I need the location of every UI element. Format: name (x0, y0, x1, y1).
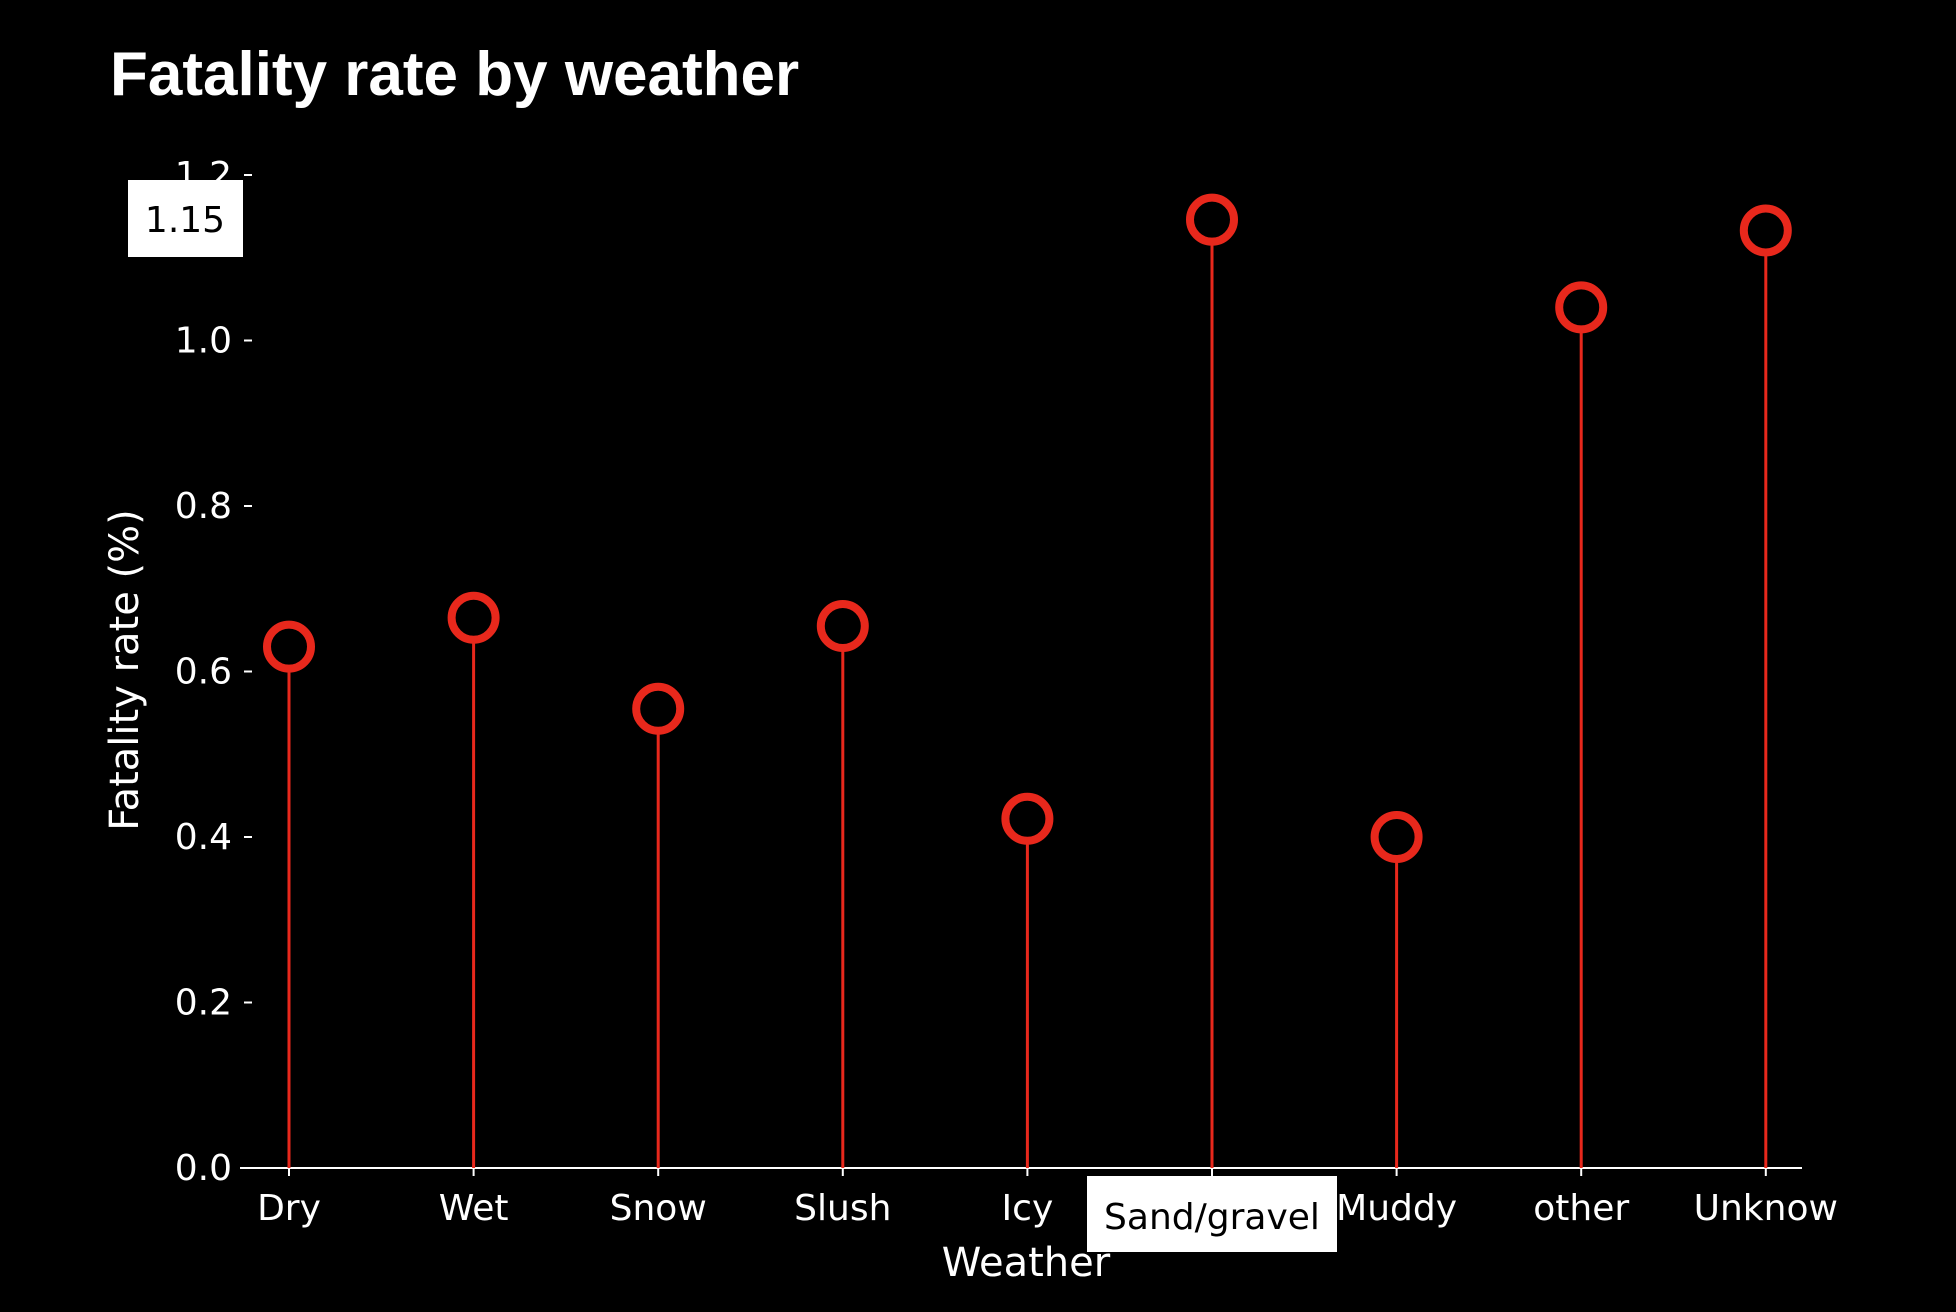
value-tooltip: 1.15 (128, 180, 243, 257)
y-tick-label: 0.6 (175, 652, 232, 693)
lollipop-point[interactable] (1186, 193, 1238, 246)
category-tooltip-text: Sand/gravel (1104, 1197, 1320, 1238)
x-tick-label: Icy (1002, 1188, 1054, 1229)
value-tooltip-box (128, 180, 243, 257)
x-tick-label: Muddy (1336, 1188, 1457, 1229)
y-tick-label: 0.0 (175, 1148, 232, 1189)
y-tick-label: 0.8 (175, 486, 232, 527)
x-tick-label: Snow (610, 1188, 707, 1229)
y-tick-label: 0.2 (175, 983, 232, 1024)
x-tick-label: other (1533, 1188, 1629, 1229)
lollipop-point[interactable] (1739, 204, 1792, 257)
lollipop-point[interactable] (447, 591, 500, 644)
y-tick-label: 0.4 (175, 817, 232, 858)
chart-title: Fatality rate by weather (110, 40, 799, 109)
category-tooltip: Sand/gravel (1087, 1176, 1337, 1252)
lollipop-series (263, 193, 1792, 1168)
lollipop-point[interactable] (816, 599, 869, 652)
lollipop-point[interactable] (1370, 811, 1423, 863)
x-tick-label: Unknow (1694, 1188, 1838, 1229)
category-tooltip-box (1087, 1176, 1337, 1252)
lollipop-point[interactable] (1555, 281, 1608, 334)
y-tick-label: 1.0 (175, 321, 232, 362)
lollipop-point[interactable] (632, 682, 685, 735)
x-tick-label: Wet (439, 1188, 509, 1229)
x-axis-title: Weather (942, 1240, 1111, 1286)
value-tooltip-text: 1.15 (145, 200, 225, 241)
x-tick-label: Dry (257, 1188, 321, 1229)
x-tick-label: Slush (794, 1188, 891, 1229)
lollipop-point[interactable] (1001, 792, 1054, 845)
lollipop-point[interactable] (263, 620, 315, 673)
y-axis-title: Fatality rate (%) (102, 509, 148, 831)
